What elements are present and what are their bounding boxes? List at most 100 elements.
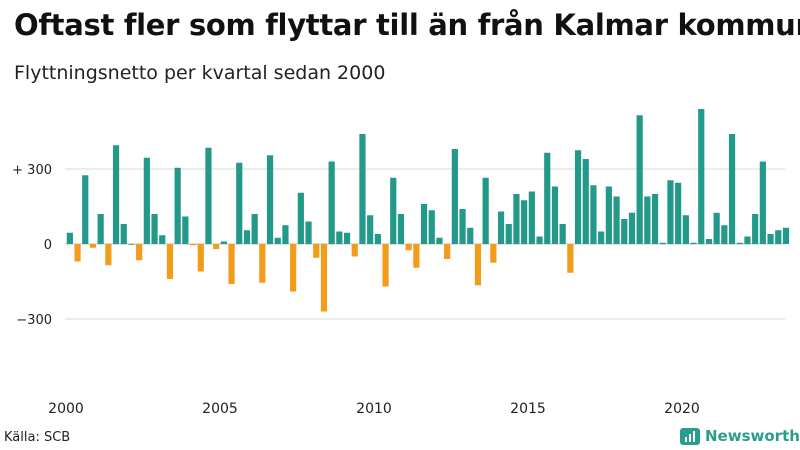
bar-2006Q3 [266, 155, 274, 244]
bar-2002Q2 [136, 244, 143, 261]
bar-2013Q4 [490, 244, 497, 263]
bar-2006Q1 [251, 214, 258, 244]
bar-2008Q1 [313, 244, 320, 258]
bar-2023Q2 [782, 227, 790, 244]
chart-title: Oftast fler som flyttar till än från Kal… [14, 8, 800, 42]
bar-2021Q4 [736, 242, 743, 244]
bar-2008Q3 [328, 161, 335, 244]
bar-2015Q3 [544, 152, 551, 244]
bar-2006Q2 [259, 244, 266, 283]
bar-2002Q1 [128, 244, 135, 245]
bar-2010Q2 [382, 244, 389, 287]
bar-2019Q2 [659, 242, 666, 244]
x-tick-label: 2000 [48, 401, 84, 417]
bar-2004Q1 [189, 244, 197, 246]
bar-2018Q3 [636, 115, 643, 244]
y-tick-label: 0 [44, 238, 52, 253]
x-tick-labels: 2000 2005 2010 2015 2020 [48, 401, 700, 417]
bar-2010Q1 [374, 234, 381, 244]
bar-2006Q4 [274, 237, 281, 244]
bar-2014Q2 [505, 224, 512, 244]
x-tick-label: 2020 [664, 401, 700, 417]
bar-2020Q1 [682, 215, 689, 244]
bar-2003Q1 [159, 235, 166, 244]
bar-2014Q1 [497, 211, 505, 244]
y-tick-label: + 300 [12, 163, 52, 178]
bar-2012Q1 [436, 237, 443, 244]
bar-2011Q4 [428, 210, 435, 244]
bar-2016Q2 [567, 244, 574, 273]
bar-2014Q3 [513, 194, 520, 244]
brand-name: Newsworthy [705, 427, 800, 445]
bar-2005Q1 [220, 241, 227, 244]
bar-2016Q1 [559, 224, 566, 244]
bar-2023Q1 [775, 230, 782, 244]
bar-2022Q1 [744, 236, 751, 244]
bar-2020Q4 [705, 239, 713, 244]
x-tick-label: 2005 [202, 401, 238, 417]
bar-2000Q3 [82, 175, 89, 244]
bar-2018Q4 [644, 196, 651, 244]
bars [66, 109, 790, 312]
bar-2018Q2 [628, 212, 636, 244]
bar-2022Q2 [752, 214, 759, 244]
bar-2002Q3 [143, 157, 150, 244]
bar-2021Q3 [728, 134, 736, 244]
bar-2007Q2 [290, 244, 297, 292]
bar-2000Q1 [66, 232, 73, 244]
bar-2020Q3 [698, 109, 705, 244]
bar-chart-icon [680, 427, 700, 445]
bar-2017Q3 [605, 186, 612, 244]
bar-2021Q2 [721, 225, 728, 244]
bar-2004Q4 [213, 244, 220, 249]
bar-2009Q2 [351, 244, 358, 257]
bar-2014Q4 [521, 200, 528, 244]
bar-2008Q4 [336, 231, 343, 244]
y-tick-label: −300 [16, 313, 52, 328]
bar-2003Q2 [166, 244, 174, 279]
bar-2009Q3 [359, 134, 366, 244]
bar-2022Q3 [759, 161, 766, 244]
bar-2021Q1 [713, 212, 720, 244]
chart-subtitle: Flyttningsnetto per kvartal sedan 2000 [14, 62, 386, 84]
y-tick-labels: + 300 0 −300 [12, 163, 52, 328]
bar-2017Q2 [598, 231, 605, 244]
bar-2010Q3 [390, 177, 397, 244]
bar-2007Q1 [282, 225, 289, 244]
bar-2000Q2 [74, 244, 81, 262]
bar-2020Q2 [690, 242, 697, 244]
bar-2003Q3 [174, 167, 181, 244]
bar-2015Q1 [528, 191, 535, 244]
bar-2001Q2 [105, 244, 112, 266]
bar-2001Q3 [112, 145, 120, 244]
bar-2000Q4 [89, 244, 97, 248]
bar-2003Q4 [182, 216, 189, 244]
bar-2012Q3 [451, 149, 458, 244]
bar-2011Q1 [405, 244, 412, 251]
bar-2019Q1 [651, 194, 659, 244]
x-tick-label: 2010 [356, 401, 392, 417]
bar-2015Q2 [536, 236, 543, 244]
bar-2010Q4 [397, 214, 405, 244]
bar-2017Q4 [613, 196, 620, 244]
bar-2013Q3 [482, 177, 489, 244]
bar-2004Q2 [197, 244, 204, 272]
bar-2011Q2 [413, 244, 420, 268]
bar-2022Q4 [767, 234, 774, 244]
bar-2009Q4 [367, 215, 374, 244]
bar-2016Q3 [574, 150, 582, 244]
bar-2013Q1 [467, 227, 474, 244]
bar-2018Q1 [621, 219, 628, 244]
bar-2019Q3 [667, 180, 674, 244]
bar-2008Q2 [320, 244, 328, 312]
x-tick-label: 2015 [510, 401, 546, 417]
bar-2005Q3 [236, 162, 243, 244]
bar-2011Q3 [420, 204, 428, 244]
bar-2005Q2 [228, 244, 235, 284]
bar-2001Q1 [97, 214, 104, 244]
bar-2005Q4 [243, 230, 251, 244]
bar-2015Q4 [551, 186, 559, 244]
source-note: Källa: SCB [4, 430, 71, 445]
bar-2007Q3 [297, 192, 304, 244]
bar-2019Q4 [675, 182, 682, 244]
